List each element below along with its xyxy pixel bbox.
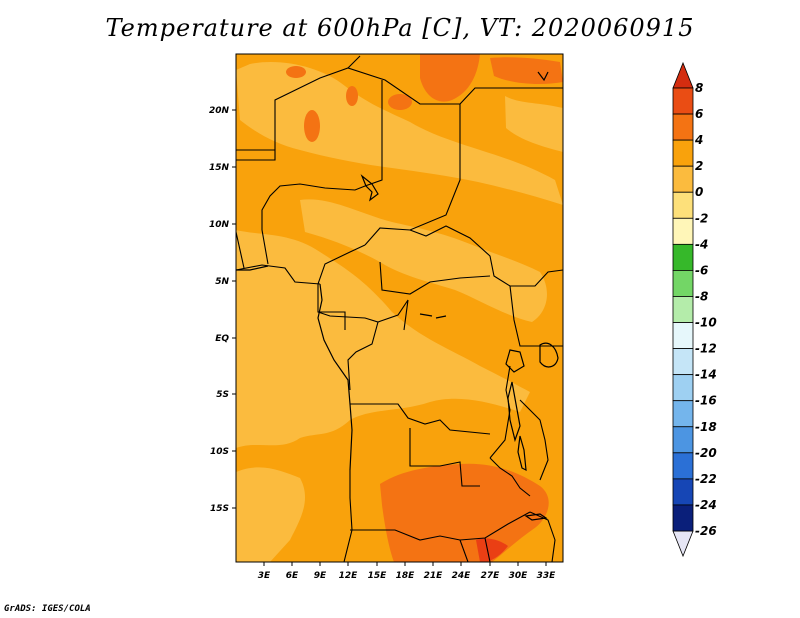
lat-label: 5N [215, 277, 229, 287]
colorbar-label: -12 [695, 342, 717, 356]
lat-label: 15N [209, 163, 230, 173]
colorbar-segment [672, 400, 694, 428]
colorbar-label: -18 [695, 420, 717, 434]
lon-label: 15E [368, 571, 388, 581]
lat-label: 15S [210, 504, 229, 514]
lon-label: 18E [396, 571, 416, 581]
colorbar-segment [672, 426, 694, 454]
band-0-2-region-west [236, 230, 530, 448]
lon-label: 27E [481, 571, 501, 581]
lat-label: 5S [216, 390, 229, 400]
colorbar-segment [672, 139, 694, 167]
band-4-6-blob-3 [388, 94, 412, 110]
band-4-6-region-south [380, 463, 549, 562]
band-0-2-region-north [236, 62, 563, 205]
band-4-6-blob-4 [286, 66, 306, 78]
colorbar-label: -8 [695, 289, 708, 303]
coastline [236, 265, 353, 471]
band-0-2-region-east [505, 96, 563, 152]
colorbar-label: -22 [695, 472, 717, 486]
colorbar-label: 6 [695, 107, 703, 121]
colorbar-segment [672, 243, 694, 271]
lon-label: 9E [314, 571, 327, 581]
colorbar-label: -24 [695, 498, 717, 512]
colorbar-segment [672, 374, 694, 402]
lon-label: 21E [424, 571, 444, 581]
band-4-6-blob-2 [346, 86, 358, 106]
colorbar-bottom-arrow [672, 530, 694, 558]
lat-label: 20N [209, 106, 230, 116]
colorbar-label: 2 [695, 159, 703, 173]
band-4-6-blob-1 [304, 110, 320, 142]
lon-label: 30E [509, 571, 529, 581]
lakes [360, 71, 559, 521]
footer-credit: GrADS: IGES/COLA [4, 604, 91, 614]
colorbar-segment [672, 217, 694, 245]
colorbar-label: -4 [695, 237, 708, 251]
colorbar-segment [672, 87, 694, 115]
band-4-6-region-north [420, 54, 480, 102]
colorbar-segment [672, 270, 694, 297]
band-0-2-region-southwest [236, 467, 306, 562]
colorbar-segment [672, 452, 694, 480]
colorbar: 8 6 4 2 0 -2 -4 -6 -8 -10 -12 -14 -16 -18 -20 -22 -24 -26 [672, 61, 717, 558]
lat-label: 10S [210, 447, 229, 457]
lat-label: 10N [209, 220, 230, 230]
colorbar-label: -2 [695, 211, 708, 225]
colorbar-label: -16 [695, 394, 717, 408]
political-borders [236, 55, 563, 562]
map-title: Temperature at 600hPa [C], VT: 202006091… [105, 14, 695, 42]
lat-label: EQ [215, 334, 229, 344]
colorbar-segment [672, 296, 694, 323]
colorbar-label: -14 [695, 368, 717, 382]
colorbar-label: -26 [695, 524, 717, 538]
colorbar-top-arrow [672, 61, 694, 89]
lon-label: 24E [452, 571, 472, 581]
band-0-2-region-central [300, 199, 547, 322]
colorbar-label: 4 [694, 133, 703, 147]
lon-axis: 3E 6E 9E 12E 15E 18E 21E 24E 27E 30E 33E [258, 562, 556, 581]
band-6-8-region [476, 538, 508, 562]
colorbar-segment [672, 504, 694, 532]
colorbar-segment [672, 165, 694, 193]
colorbar-label: 8 [695, 81, 703, 95]
lon-label: 6E [286, 571, 299, 581]
temperature-field [236, 54, 563, 562]
colorbar-label: -10 [695, 316, 717, 330]
map-frame [235, 53, 564, 563]
colorbar-label: -20 [695, 446, 717, 460]
lat-axis: 20N 15N 10N 5N EQ 5S 10S 15S [209, 106, 236, 514]
colorbar-segment [672, 322, 694, 349]
colorbar-segment [672, 191, 694, 219]
colorbar-label: 0 [695, 185, 703, 199]
colorbar-segment [672, 348, 694, 376]
colorbar-segment [672, 478, 694, 506]
lon-label: 33E [537, 571, 557, 581]
lon-label: 12E [339, 571, 359, 581]
colorbar-label: -6 [695, 263, 708, 277]
lon-label: 3E [258, 571, 271, 581]
colorbar-segment [672, 113, 694, 141]
